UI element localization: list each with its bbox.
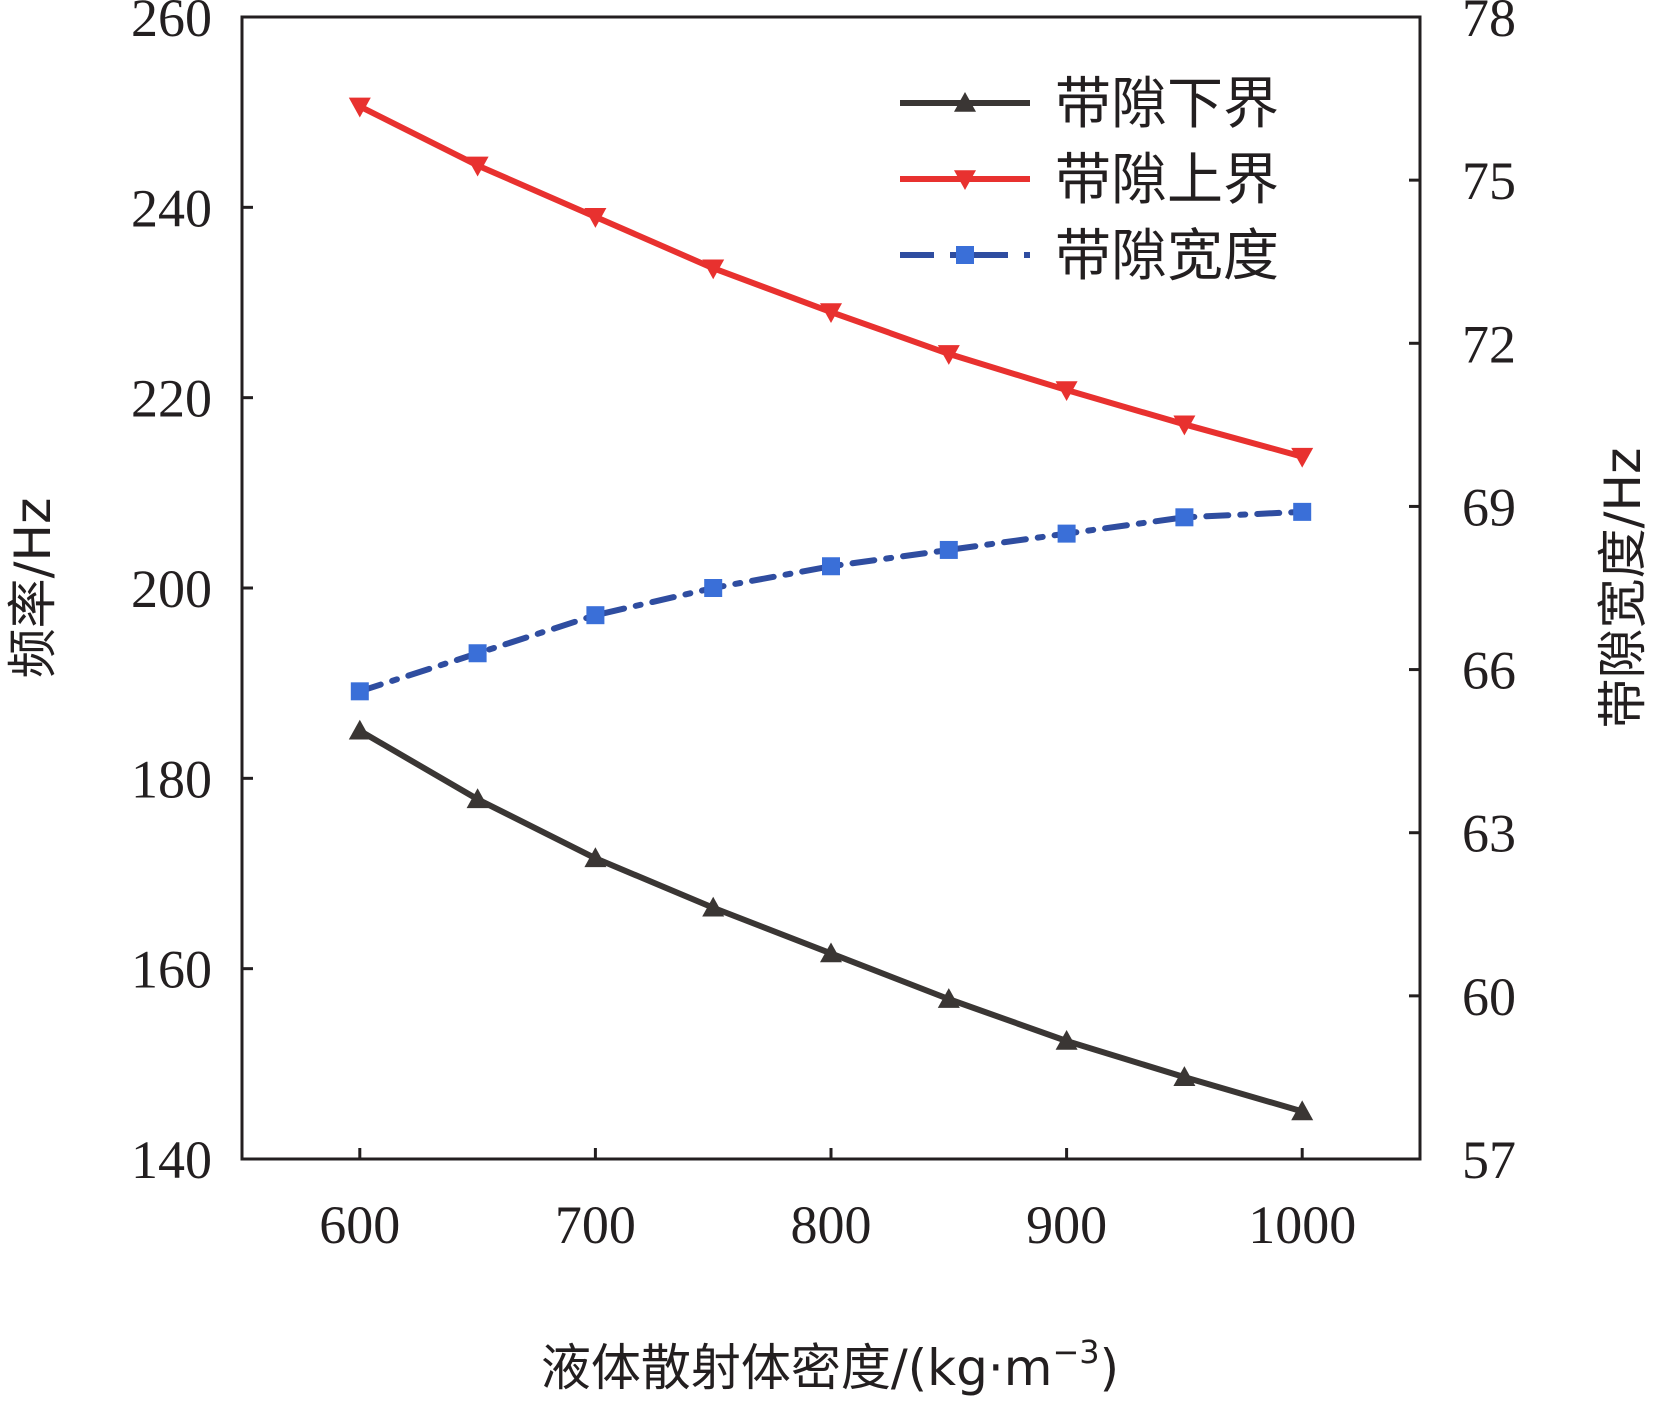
- y-tick-label-right: 78: [1462, 0, 1516, 48]
- y-tick-label-left: 180: [131, 749, 212, 809]
- y-tick-label-right: 69: [1462, 477, 1516, 537]
- data-point: [1175, 508, 1194, 527]
- data-point: [468, 644, 487, 663]
- legend-marker-2: [954, 170, 976, 190]
- series-1: [348, 719, 1314, 1121]
- x-tick-label: 700: [555, 1195, 636, 1255]
- y-tick-label-right: 57: [1462, 1130, 1516, 1190]
- data-point: [1055, 1029, 1078, 1050]
- series-2: [348, 97, 1314, 468]
- y-tick-label-left: 240: [131, 178, 212, 238]
- series-3: [350, 502, 1312, 701]
- y-tick-label-left: 140: [131, 1130, 212, 1190]
- y-tick-label-right: 63: [1462, 804, 1516, 864]
- data-point: [584, 208, 607, 228]
- data-point: [1055, 381, 1078, 402]
- data-point: [937, 345, 960, 365]
- x-tick-label: 900: [1026, 1195, 1107, 1255]
- data-point: [937, 988, 960, 1008]
- data-point: [704, 579, 723, 597]
- x-axis-title-close: ): [1100, 1339, 1120, 1397]
- series-layer: [348, 97, 1314, 1121]
- x-axis-title-superscript: −3: [1052, 1333, 1099, 1371]
- data-point: [820, 303, 842, 324]
- tick-labels: 600 700 800 900 1000 140 160 180 200 220 240 260 57 6…: [131, 0, 1516, 1255]
- legend-label-1: 带隙下界: [1055, 72, 1279, 137]
- y-tick-label-left: 220: [131, 369, 212, 429]
- y-axis-left-title: 频率/Hz: [4, 498, 62, 679]
- data-point: [1291, 447, 1314, 468]
- y-tick-label-left: 260: [131, 0, 212, 48]
- y-axis-right-title: 带隙宽度/Hz: [1594, 448, 1652, 729]
- data-point: [1057, 524, 1076, 543]
- data-point: [1293, 502, 1312, 521]
- data-point: [466, 788, 489, 809]
- y-tick-label-right: 60: [1462, 967, 1516, 1027]
- data-point: [822, 557, 840, 576]
- data-point: [466, 156, 489, 177]
- x-axis-title: 液体散射体密度/(kg·m−3): [541, 1333, 1119, 1397]
- data-point: [702, 896, 725, 917]
- legend-marker-1: [954, 92, 976, 112]
- y-tick-label-right: 75: [1462, 151, 1516, 211]
- data-point: [586, 606, 605, 625]
- series-line-3: [356, 508, 1306, 695]
- legend-label-3: 带隙宽度: [1055, 224, 1279, 289]
- x-tick-label: 600: [319, 1195, 400, 1255]
- data-point: [820, 942, 842, 963]
- y-tick-label-left: 200: [131, 559, 212, 619]
- y-tick-label-left: 160: [131, 940, 212, 1000]
- x-tick-label: 800: [791, 1195, 872, 1255]
- y-tick-label-right: 72: [1462, 314, 1516, 374]
- series-line-1: [356, 727, 1306, 1115]
- ticks: [242, 15, 1420, 1161]
- y-tick-label-right: 66: [1462, 641, 1516, 701]
- x-axis-title-main: 液体散射体密度/(kg·m: [541, 1339, 1053, 1397]
- data-point: [702, 259, 725, 280]
- x-tick-label: 1000: [1248, 1195, 1356, 1255]
- legend-label-2: 带隙上界: [1055, 148, 1279, 213]
- data-point: [1291, 1100, 1314, 1121]
- data-point: [350, 682, 369, 701]
- data-point: [1173, 1066, 1196, 1086]
- data-point: [1173, 415, 1196, 436]
- data-point: [939, 540, 958, 559]
- data-point: [348, 97, 371, 118]
- legend-marker-3: [956, 246, 974, 264]
- data-point: [584, 847, 607, 868]
- data-point: [348, 719, 371, 740]
